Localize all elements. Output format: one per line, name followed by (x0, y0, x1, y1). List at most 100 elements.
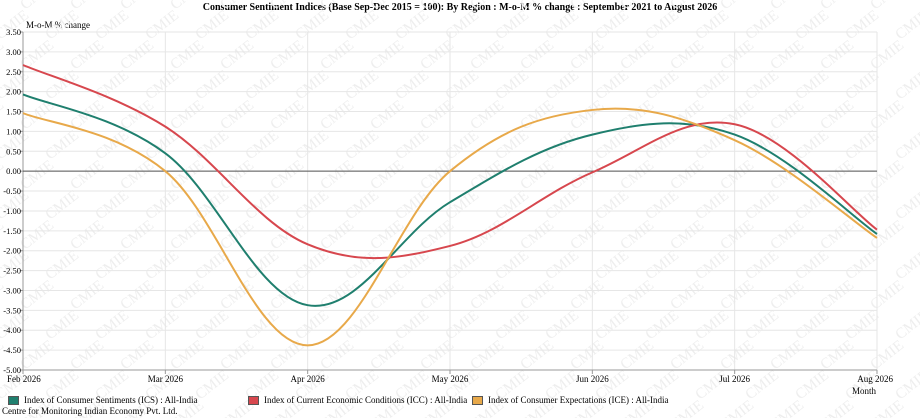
watermark-text: CMIE (643, 307, 682, 343)
watermark-text: CMIE (718, 337, 757, 373)
watermark-text: CMIE (618, 217, 657, 253)
watermark-text: CMIE (343, 187, 382, 223)
watermark-text: CMIE (118, 37, 157, 73)
watermark-text: CMIE (643, 187, 682, 223)
watermark-text: CMIE (468, 97, 507, 133)
watermark-text: CMIE (768, 97, 807, 133)
watermark-text: CMIE (768, 217, 807, 253)
y-tick-label: -3.00 (3, 285, 21, 295)
watermark-text: CMIE (568, 337, 607, 373)
legend-item-icc[interactable]: Index of Current Economic Conditions (IC… (248, 395, 467, 405)
watermark-text: CMIE (193, 7, 232, 43)
watermark-text: CMIE (168, 277, 207, 313)
watermark-text: CMIE (243, 247, 282, 283)
watermark-text: CMIE (693, 67, 732, 103)
watermark-text: CMIE (793, 247, 832, 283)
watermark-text: CMIE (68, 337, 107, 373)
watermark-text: CMIE (93, 67, 132, 103)
watermark-text: CMIE (618, 37, 657, 73)
watermark-text: CMIE (518, 337, 557, 373)
chart-title: Consumer Sentiment Indices (Base Sep-Dec… (202, 2, 718, 13)
watermark-text: CMIE (43, 247, 82, 283)
watermark-text: CMIE (218, 277, 257, 313)
y-tick-label: -5.00 (3, 365, 21, 375)
legend-item-ice[interactable]: Index of Consumer Expectations (ICE) : A… (472, 395, 668, 405)
watermark-text: CMIE (318, 157, 357, 193)
watermark-text: CMIE (493, 307, 532, 343)
watermark-text: CMIE (843, 67, 882, 103)
watermark-text: CMIE (243, 7, 282, 43)
legend-label-icc: Index of Current Economic Conditions (IC… (264, 395, 468, 405)
watermark-text: CMIE (193, 127, 232, 163)
y-tick-label: -2.50 (3, 266, 21, 276)
watermark-text: CMIE (443, 187, 482, 223)
watermark-text: CMIE (468, 277, 507, 313)
watermark-text: CMIE (743, 247, 782, 283)
watermark-text: CMIE (268, 157, 307, 193)
watermark-text: CMIE (518, 157, 557, 193)
watermark-text: CMIE (93, 307, 132, 343)
watermark-text: CMIE (393, 67, 432, 103)
watermark-text: CMIE (768, 337, 807, 373)
watermark-text: CMIE (268, 277, 307, 313)
x-tick-label: May 2026 (432, 374, 469, 384)
watermark-text: CMIE (568, 217, 607, 253)
watermark-text: CMIE (568, 97, 607, 133)
watermark-text: CMIE (668, 277, 707, 313)
legend-label-ics: Index of Consumer Sentiments (ICS) : All… (24, 395, 198, 405)
y-tick-label: 0.00 (6, 166, 21, 176)
watermark-text: CMIE (143, 67, 182, 103)
watermark-text: CMIE (868, 157, 907, 193)
watermark-text: CMIE (43, 127, 82, 163)
legend: Index of Consumer Sentiments (ICS) : All… (0, 395, 920, 407)
y-tick-label: -4.50 (3, 345, 21, 355)
watermark-text: CMIE (143, 187, 182, 223)
watermark-text: CMIE (18, 157, 57, 193)
watermark-text: CMIE (693, 247, 732, 283)
watermark-text: CMIE (168, 217, 207, 253)
watermark-text: CMIE (693, 187, 732, 223)
watermark-text: CMIE (193, 247, 232, 283)
watermark-text: CMIE (543, 247, 582, 283)
watermark-text: CMIE (93, 187, 132, 223)
watermark-text: CMIE (43, 7, 82, 43)
watermark-text: CMIE (518, 217, 557, 253)
y-tick-label: -4.00 (3, 325, 21, 335)
legend-swatch-ice (472, 395, 483, 405)
watermark-text: CMIE (718, 97, 757, 133)
watermark-text: CMIE (818, 37, 857, 73)
watermark-text: CMIE (543, 7, 582, 43)
watermark-text: CMIE (793, 67, 832, 103)
watermark-text: CMIE (243, 127, 282, 163)
watermark-text: CMIE (18, 277, 57, 313)
series-group (22, 64, 878, 347)
watermark-text: CMIE (743, 127, 782, 163)
watermark-text: CMIE (418, 97, 457, 133)
watermark-text: CMIE (618, 277, 657, 313)
legend-item-ics[interactable]: Index of Consumer Sentiments (ICS) : All… (8, 395, 197, 405)
x-tick-label: Feb 2026 (7, 374, 41, 384)
watermark-text: CMIE (443, 247, 482, 283)
watermark-text: CMIE (618, 157, 657, 193)
x-tick-label: Aug 2026 (857, 374, 893, 384)
watermark-text: CMIE (643, 247, 682, 283)
y-tick-label: -1.00 (3, 206, 21, 216)
watermark-text: CMIE (293, 307, 332, 343)
watermark-text: CMIE (518, 277, 557, 313)
watermark-text: CMIE (293, 247, 332, 283)
watermark-text: CMIE (818, 277, 857, 313)
watermark-text: CMIE (0, 0, 7, 13)
watermark-text: CMIE (768, 277, 807, 313)
watermark-text: CMIE (93, 127, 132, 163)
watermark-text: CMIE (118, 277, 157, 313)
watermark-text: CMIE (418, 337, 457, 373)
x-axis-label: Month (852, 386, 877, 396)
watermark-text: CMIE (243, 187, 282, 223)
watermark-text: CMIE (493, 127, 532, 163)
y-tick-label: -2.00 (3, 246, 21, 256)
watermark-text: CMIE (493, 247, 532, 283)
watermark-text: CMIE (393, 307, 432, 343)
watermark-text: CMIE (343, 307, 382, 343)
watermark-text: CMIE (18, 217, 57, 253)
watermark-text: CMIE (68, 217, 107, 253)
